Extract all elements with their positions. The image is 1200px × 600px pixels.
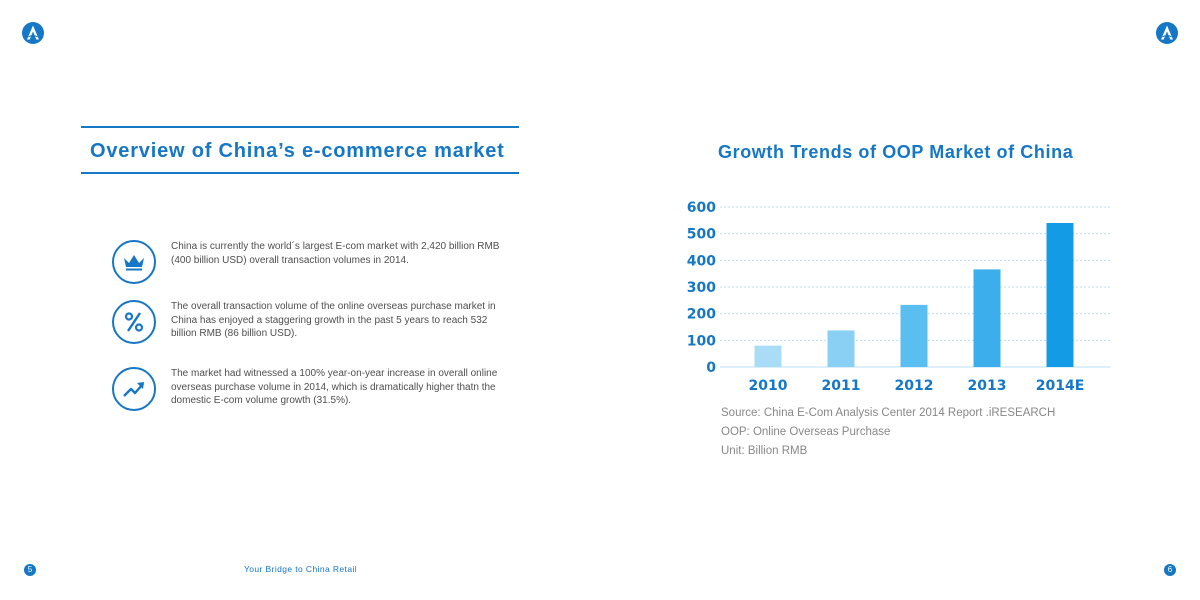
source-note: Source: China E-Com Analysis Center 2014… — [721, 407, 1056, 419]
feature-item: The market had witnessed a 100% year-on-… — [112, 367, 512, 417]
x-tick-label: 2014E — [1036, 378, 1085, 394]
feature-item: The overall transaction volume of the on… — [112, 300, 512, 350]
x-tick-label: 2011 — [822, 378, 861, 394]
trending-up-icon — [112, 367, 156, 411]
x-tick-label: 2010 — [749, 378, 788, 394]
unit-note: Unit: Billion RMB — [721, 445, 808, 457]
feature-item: China is currently the world´s largest E… — [112, 240, 512, 290]
bar-2013 — [973, 269, 1001, 367]
bar-2010 — [754, 345, 782, 367]
bar-2011 — [827, 330, 855, 367]
title-bottom-rule — [81, 172, 519, 174]
feature-text: China is currently the world´s largest E… — [171, 241, 500, 266]
bar-chart: 0 100 200 300 400 500 600 2010 2011 2012 2013 2014E — [687, 200, 1110, 394]
page-title: Overview of China’s e-commerce market — [90, 140, 505, 162]
x-tick-label: 2012 — [895, 378, 934, 394]
title-top-rule — [81, 126, 519, 128]
y-tick-label: 200 — [687, 307, 716, 323]
y-tick-label: 600 — [687, 200, 716, 216]
feature-text: The market had witnessed a 100% year-on-… — [171, 368, 498, 406]
page-number-left: 5 — [24, 564, 36, 576]
brand-logo-icon — [1156, 22, 1178, 44]
bar-2014E — [1046, 223, 1074, 367]
definition-note: OOP: Online Overseas Purchase — [721, 426, 891, 438]
bar-2012 — [900, 304, 928, 367]
chart-title: Growth Trends of OOP Market of China — [718, 142, 1074, 162]
crown-icon — [112, 240, 156, 284]
percent-icon — [112, 300, 156, 344]
y-tick-label: 300 — [687, 280, 716, 296]
y-tick-label: 400 — [687, 253, 716, 269]
page-number-right: 6 — [1164, 564, 1176, 576]
y-tick-label: 100 — [687, 333, 716, 349]
footer-tagline: Your Bridge to China Retail — [244, 564, 358, 574]
feature-text: The overall transaction volume of the on… — [171, 301, 496, 339]
y-tick-label: 500 — [687, 227, 716, 243]
y-tick-label: 0 — [706, 360, 716, 376]
x-tick-label: 2013 — [968, 378, 1007, 394]
brand-logo-icon — [22, 22, 44, 44]
